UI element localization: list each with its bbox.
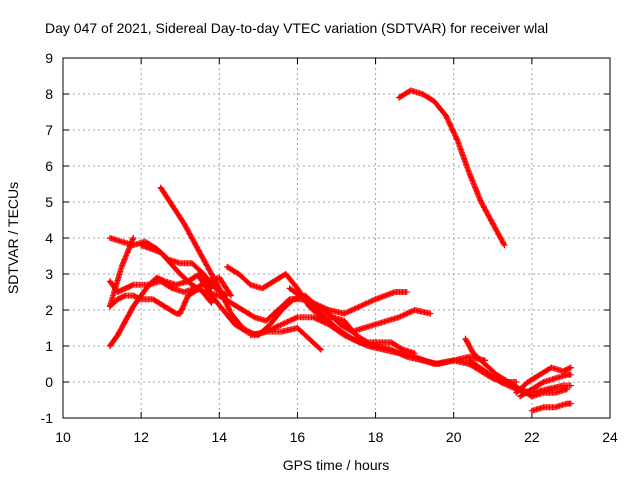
x-tick-label: 22	[524, 429, 540, 445]
y-tick-label: 5	[45, 194, 53, 210]
x-tick-label: 18	[368, 429, 384, 445]
series-sat-n	[513, 364, 574, 396]
y-tick-label: 8	[45, 86, 53, 102]
series-sat-h	[196, 274, 434, 339]
plot-frame	[62, 57, 611, 419]
data-point-markers	[396, 87, 508, 249]
data-point-markers	[513, 364, 574, 396]
y-tick-label: 2	[45, 302, 53, 318]
y-axis-label: SDTVAR / TECUs	[5, 182, 21, 294]
x-tick-label: 12	[133, 429, 149, 445]
y-tick-label: 0	[45, 374, 53, 390]
series-sat-k	[247, 314, 488, 367]
x-tick-label: 10	[55, 429, 71, 445]
data-points	[106, 87, 574, 414]
y-tick-label: -1	[41, 410, 54, 426]
x-tick-label: 16	[290, 429, 306, 445]
y-tick-label: 3	[45, 266, 53, 282]
series-sat-p	[528, 400, 574, 414]
series-sat-e	[106, 235, 137, 310]
data-point-markers	[517, 371, 574, 400]
data-point-markers	[106, 235, 137, 310]
y-tick-label: 9	[45, 50, 53, 66]
series-sat-o	[517, 371, 574, 400]
series-sat-q	[396, 87, 508, 249]
x-tick-label: 14	[211, 429, 227, 445]
x-axis-label: GPS time / hours	[283, 457, 390, 473]
y-tick-label: 6	[45, 158, 53, 174]
data-point-markers	[196, 274, 434, 339]
y-tick-label: 4	[45, 230, 53, 246]
data-point-markers	[247, 314, 488, 367]
x-tick-label: 24	[602, 429, 618, 445]
x-tick-label: 20	[446, 429, 462, 445]
data-point-markers	[528, 400, 574, 414]
grid-lines	[63, 58, 610, 418]
chart-title: Day 047 of 2021, Sidereal Day-to-day VTE…	[45, 20, 548, 36]
y-tick-label: 7	[45, 122, 53, 138]
y-tick-label: 1	[45, 338, 53, 354]
